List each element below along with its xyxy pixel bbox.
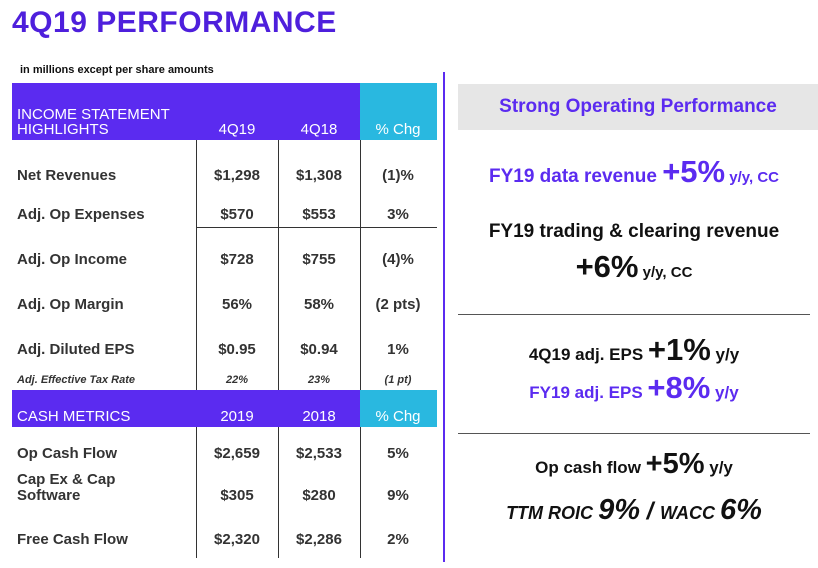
eps-year-big: +8% [647, 370, 711, 405]
table-grid-line-1 [196, 140, 197, 390]
table-grid-line-6 [360, 427, 361, 558]
cash-header-col2: 2018 [302, 408, 336, 425]
cap-ex-2019: $305 [220, 487, 254, 504]
panel-heading: Strong Operating Performance [458, 84, 818, 130]
cash-header-chg-cell [360, 390, 437, 427]
row-label-cap-ex-line2: Software [17, 487, 81, 504]
cash-header-col1: 2019 [220, 408, 254, 425]
ocf-suffix: y/y [704, 458, 733, 477]
tax-rate-4q19: 22% [225, 374, 249, 386]
adj-diluted-eps-4q18: $0.94 [300, 341, 338, 358]
eps-year-prefix: FY19 adj. EPS [529, 383, 648, 402]
eps-quarter-line: 4Q19 adj. EPS +1% y/y [458, 332, 810, 368]
roic-label: TTM ROIC [506, 503, 599, 523]
cash-header-label: CASH METRICS [17, 408, 131, 425]
ocf-big: +5% [645, 448, 705, 480]
roic-value: 9% [598, 494, 640, 526]
free-cash-flow-2019: $2,320 [214, 531, 260, 548]
income-header-bar [12, 83, 360, 140]
adj-diluted-eps-chg: 1% [387, 341, 409, 358]
ocf-prefix: Op cash flow [535, 458, 646, 477]
net-revenues-4q19: $1,298 [214, 167, 260, 184]
free-cash-flow-2018: $2,286 [296, 531, 342, 548]
adj-op-expenses-4q19: $570 [220, 206, 254, 223]
adj-op-margin-4q18: 58% [303, 296, 335, 313]
adj-op-margin-4q19: 56% [221, 296, 253, 313]
row-label-op-cash-flow: Op Cash Flow [17, 445, 118, 462]
income-header-col1: 4Q19 [218, 121, 256, 138]
eps-quarter-prefix: 4Q19 adj. EPS [528, 345, 648, 364]
trading-line-1: FY19 trading & clearing revenue [488, 221, 780, 242]
row-label-net-revenues: Net Revenues [17, 167, 117, 184]
row-label-free-cash-flow: Free Cash Flow [17, 531, 128, 548]
data-revenue-suffix: y/y, CC [725, 169, 780, 186]
income-header-col3: % Chg [375, 121, 421, 138]
row-label-adj-op-income: Adj. Op Income [17, 251, 128, 268]
adj-op-income-chg: (4)% [382, 251, 414, 268]
data-revenue-big: +5% [662, 154, 726, 189]
eps-year-suffix: y/y [710, 383, 739, 402]
panel-separator-2 [458, 433, 810, 434]
page-title: 4Q19 PERFORMANCE [12, 6, 337, 39]
row-label-cap-ex-line1: Cap Ex & Cap [17, 471, 116, 488]
row-label-adj-op-margin: Adj. Op Margin [17, 296, 124, 313]
adj-op-expenses-chg: 3% [387, 206, 409, 223]
op-cash-flow-chg: 5% [387, 445, 409, 462]
income-header-col2: 4Q18 [300, 121, 338, 138]
table-grid-line-5 [278, 427, 279, 558]
table-grid-line-3 [360, 140, 361, 390]
op-cash-flow-2018: $2,533 [296, 445, 342, 462]
op-cash-flow-line: Op cash flow +5% y/y [458, 448, 810, 481]
free-cash-flow-chg: 2% [387, 531, 409, 548]
trading-line-2: +6% y/y, CC [458, 249, 810, 285]
wacc-value: 6% [720, 494, 762, 526]
panel-divider [443, 72, 445, 562]
cash-header-bar [12, 390, 360, 427]
table-grid-line-4 [196, 427, 197, 558]
op-income-divider [197, 227, 437, 228]
roic-slash: / [639, 498, 660, 525]
cash-header-col3: % Chg [375, 408, 421, 425]
eps-quarter-big: +1% [647, 332, 711, 367]
adj-diluted-eps-4q19: $0.95 [218, 341, 256, 358]
income-header-label-2: HIGHLIGHTS [17, 121, 109, 138]
panel-separator-1 [458, 314, 810, 315]
row-label-adj-effective-tax-rate: Adj. Effective Tax Rate [17, 374, 135, 386]
op-cash-flow-2019: $2,659 [214, 445, 260, 462]
tax-rate-chg: (1 pt) [384, 374, 412, 386]
net-revenues-chg: (1)% [382, 167, 414, 184]
wacc-label: WACC [660, 503, 720, 523]
trading-suffix: y/y, CC [638, 264, 693, 281]
net-revenues-4q18: $1,308 [296, 167, 342, 184]
row-label-adj-diluted-eps: Adj. Diluted EPS [17, 341, 135, 358]
adj-op-income-4q18: $755 [302, 251, 336, 268]
adj-op-income-4q19: $728 [220, 251, 254, 268]
adj-op-expenses-4q18: $553 [302, 206, 336, 223]
table-grid-line-2 [278, 140, 279, 390]
trading-big: +6% [575, 249, 639, 284]
cap-ex-2018: $280 [302, 487, 336, 504]
income-header-label-1: INCOME STATEMENT [17, 106, 170, 123]
cap-ex-chg: 9% [387, 487, 409, 504]
eps-year-line: FY19 adj. EPS +8% y/y [458, 370, 810, 406]
data-revenue-prefix: FY19 data revenue [488, 166, 663, 187]
adj-op-margin-chg: (2 pts) [375, 296, 421, 313]
tax-rate-4q18: 23% [307, 374, 331, 386]
income-header-chg-cell [360, 83, 437, 140]
roic-line: TTM ROIC 9% / WACC 6% [458, 494, 810, 527]
units-note: in millions except per share amounts [20, 64, 214, 76]
data-revenue-line: FY19 data revenue +5% y/y, CC [458, 154, 810, 190]
row-label-adj-op-expenses: Adj. Op Expenses [17, 206, 145, 223]
eps-quarter-suffix: y/y [710, 345, 740, 364]
